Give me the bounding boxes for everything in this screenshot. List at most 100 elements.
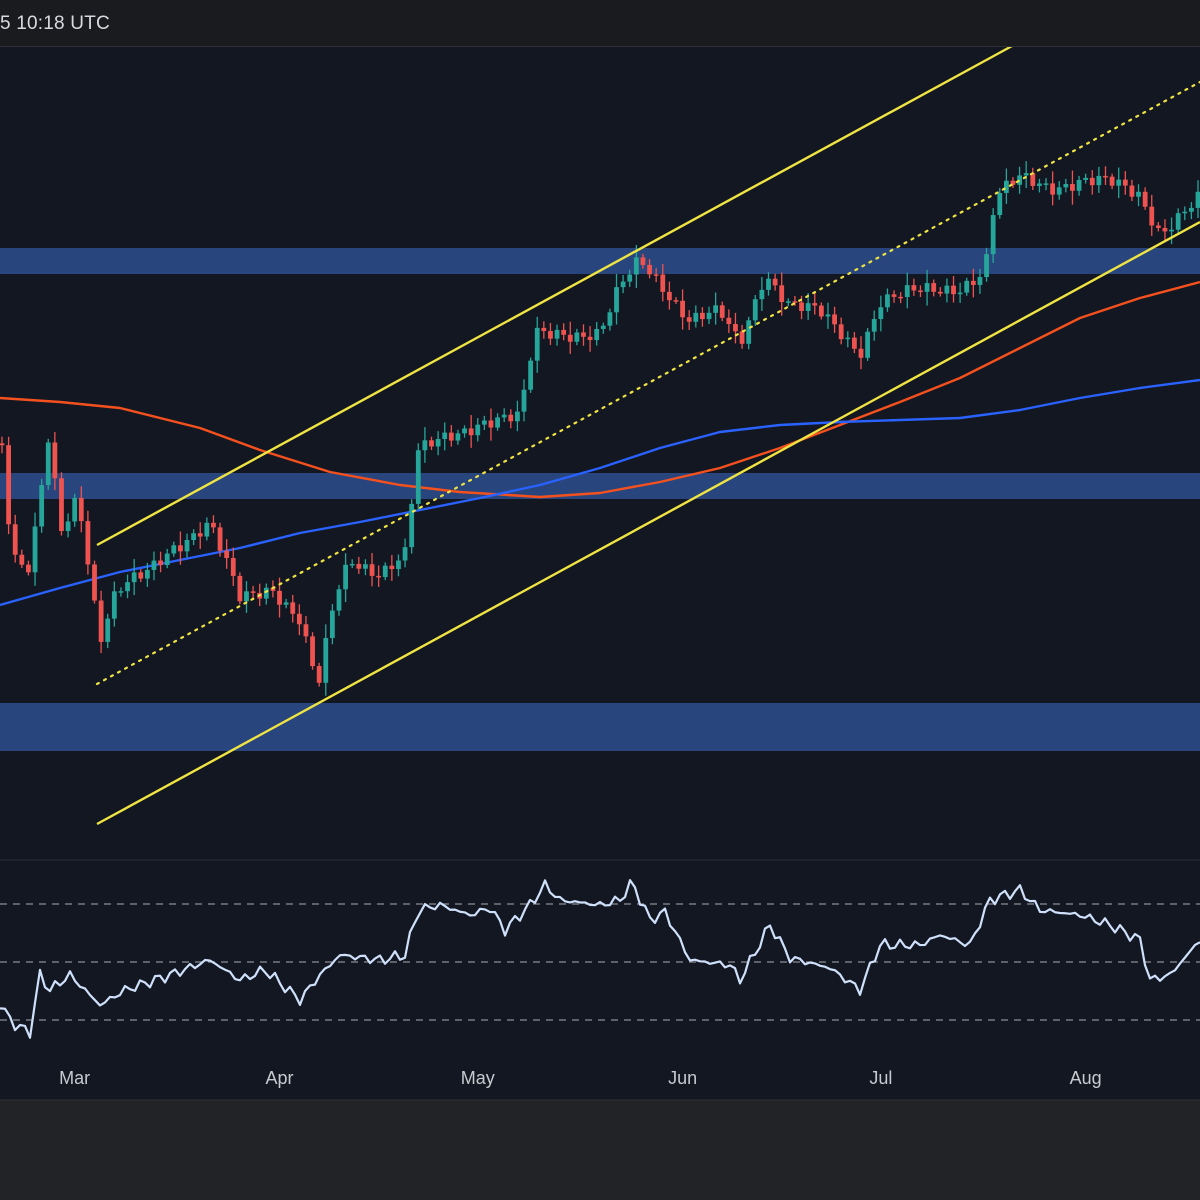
candle-body	[640, 257, 646, 265]
candle-body	[832, 314, 837, 325]
candle-body	[382, 565, 388, 577]
candle-body	[468, 428, 474, 436]
candle-body	[19, 554, 25, 565]
candle-body	[799, 302, 804, 311]
candle-body	[488, 420, 494, 428]
channel-upper-line	[96, 44, 1013, 547]
candle-body	[389, 565, 395, 570]
candle-body	[904, 285, 910, 297]
candle-body	[766, 278, 771, 290]
candle-body	[349, 563, 355, 566]
candle-body	[726, 317, 732, 325]
candle-body	[1050, 183, 1056, 195]
x-tick-label-jun: Jun	[668, 1068, 697, 1088]
candle-body	[92, 564, 97, 601]
candle-body	[1162, 227, 1168, 232]
candle-body	[818, 305, 824, 317]
candle-body	[1155, 225, 1161, 228]
candle-body	[59, 478, 64, 532]
candle-body	[1010, 180, 1016, 185]
candle-body	[739, 331, 745, 344]
x-tick-label-jul: Jul	[869, 1068, 892, 1088]
candle-body	[805, 303, 811, 311]
candle-body	[429, 440, 434, 447]
candle-body	[521, 389, 527, 412]
candle-body	[12, 524, 18, 555]
candle-body	[85, 521, 91, 565]
candle-body	[779, 285, 785, 302]
candle-body	[534, 327, 540, 361]
candle-body	[376, 575, 382, 578]
candle-body	[45, 442, 51, 486]
candle-body	[845, 337, 851, 340]
candle-body	[964, 280, 970, 293]
candle-body	[323, 637, 329, 683]
candle-body	[865, 331, 871, 358]
channel-layer	[95, 44, 1200, 826]
candle-body	[138, 572, 144, 579]
candle-body	[184, 540, 190, 552]
candles-layer	[0, 161, 1200, 696]
candle-body	[1195, 191, 1200, 208]
candle-body	[871, 319, 877, 332]
candle-body	[792, 301, 798, 303]
candle-body	[1136, 191, 1141, 197]
candle-body	[224, 550, 230, 559]
candle-body	[825, 314, 831, 317]
candle-body	[39, 485, 45, 527]
candle-body	[944, 285, 950, 294]
candle-body	[614, 287, 619, 313]
candle-body	[1089, 177, 1095, 186]
candle-body	[263, 587, 269, 599]
candle-body	[997, 192, 1003, 216]
candle-body	[1083, 177, 1089, 180]
candle-body	[396, 560, 401, 570]
candle-body	[567, 334, 573, 342]
candle-body	[475, 424, 481, 436]
candle-body	[957, 292, 963, 295]
candle-body	[990, 215, 996, 255]
top-bar: 5 10:18 UTC	[0, 0, 1200, 47]
candle-body	[594, 328, 600, 341]
candle-body	[283, 602, 289, 605]
candle-body	[191, 533, 197, 541]
candle-body	[812, 303, 818, 306]
candle-body	[600, 325, 606, 329]
candle-body	[52, 442, 58, 479]
candle-body	[706, 312, 712, 320]
candle-body	[898, 296, 904, 299]
candle-body	[686, 317, 692, 322]
candle-body	[984, 254, 989, 278]
zones-layer	[0, 248, 1200, 751]
candle-body	[653, 274, 659, 276]
candle-body	[1063, 184, 1069, 188]
candle-body	[1109, 176, 1115, 186]
moving-averages-layer	[0, 280, 1200, 607]
candle-body	[620, 281, 626, 288]
candle-body	[296, 613, 302, 625]
candle-body	[105, 618, 111, 642]
candle-body	[541, 327, 547, 332]
candle-body	[462, 428, 467, 434]
candle-body	[1076, 179, 1082, 191]
candle-body	[785, 301, 791, 303]
x-tick-label-apr: Apr	[266, 1068, 294, 1088]
candle-body	[1169, 229, 1174, 232]
candle-body	[574, 332, 580, 342]
rsi-pane	[0, 879, 1200, 1039]
candle-body	[924, 283, 930, 292]
candle-body	[759, 289, 765, 300]
candle-body	[197, 533, 203, 537]
candle-body	[1149, 206, 1155, 226]
candle-body	[666, 291, 672, 301]
ma-blue-line	[0, 378, 1200, 607]
x-tick-label-mar: Mar	[59, 1068, 90, 1088]
candle-body	[1070, 184, 1075, 191]
candle-body	[26, 564, 31, 573]
candle-body	[508, 414, 514, 422]
x-tick-label-aug: Aug	[1070, 1068, 1102, 1088]
candle-body	[693, 312, 699, 322]
candle-body	[178, 545, 183, 552]
candle-body	[911, 285, 917, 291]
